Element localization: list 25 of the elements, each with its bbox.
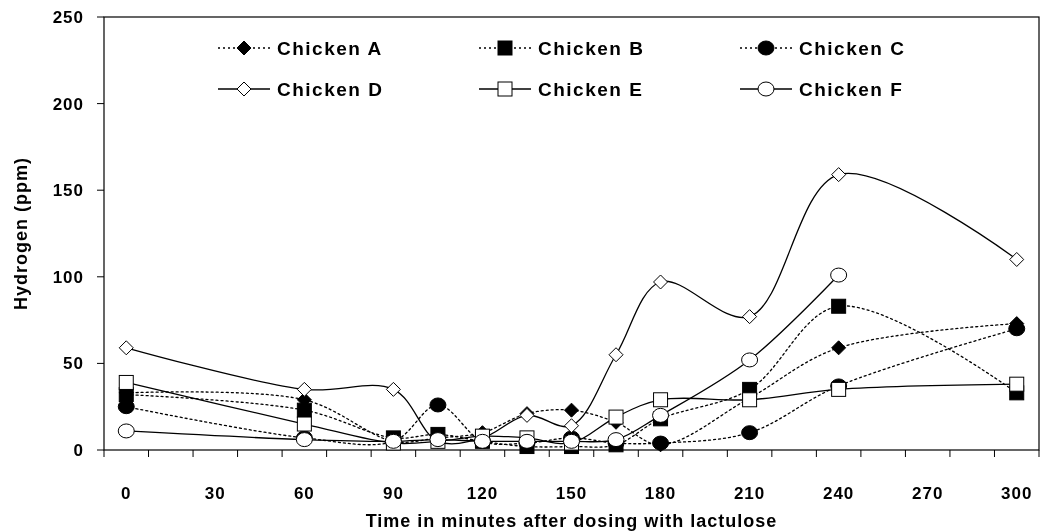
x-tick-label: 210 [733,484,766,503]
y-tick-label: 0 [73,441,84,460]
y-tick-label: 100 [52,267,84,287]
x-tick-label: 120 [466,484,499,503]
x-tick-label: 270 [912,484,944,503]
x-tick-label: 90 [382,484,404,503]
y-axis-title: Hydrogen (ppm) [11,157,31,310]
x-axis-title: Time in minutes after dosing with lactulose [365,511,778,531]
legend-label: Chicken B [538,38,645,59]
x-tick-label: 30 [204,484,226,503]
x-tick-label: 240 [822,484,855,503]
legend-label: Chicken E [538,79,644,100]
y-tick-label: 200 [52,94,84,114]
legend-label: Chicken C [799,38,906,59]
x-tick-label: 60 [293,484,315,503]
y-tick-label: 50 [63,354,84,374]
x-tick-label: 150 [555,484,588,503]
x-tick-label: 0 [121,484,132,503]
y-tick-label: 250 [52,8,84,27]
y-tick-label: 150 [52,181,84,201]
legend-label: Chicken F [799,79,904,100]
legend-label: Chicken A [277,38,383,59]
x-tick-label: 300 [1001,484,1033,503]
x-tick-label: 180 [644,484,677,503]
legend-label: Chicken D [277,79,384,100]
